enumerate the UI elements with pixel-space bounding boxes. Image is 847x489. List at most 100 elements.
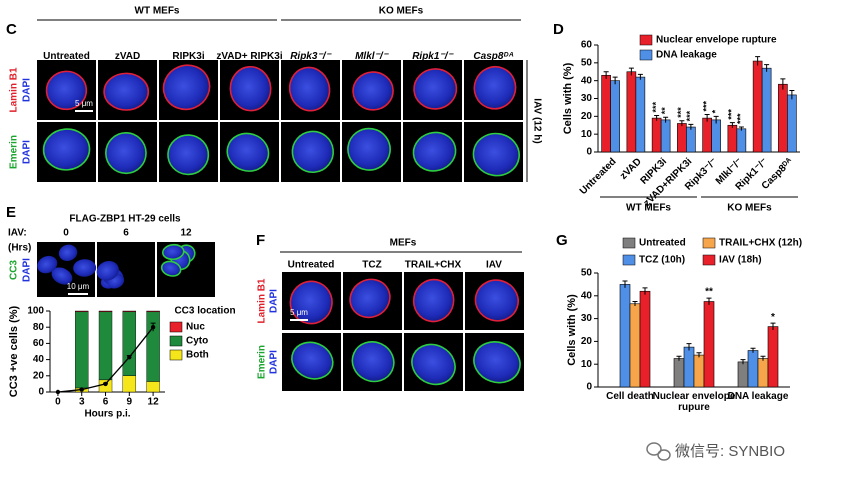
legend-label: TRAIL+CHX (12h)	[719, 238, 802, 249]
significance: *	[771, 312, 775, 323]
legend-label: DNA leakage	[656, 50, 717, 61]
scale-label: 10 μm	[67, 282, 90, 291]
y-tick-label: 20	[33, 370, 45, 381]
significance: *	[711, 109, 721, 113]
nucleus	[162, 64, 211, 111]
bar	[747, 350, 759, 388]
column-label-box: Ripk1⁻/⁻	[412, 51, 453, 62]
column-label: zVAD	[114, 51, 141, 62]
row-counterstain: DAPI	[22, 258, 33, 282]
bar	[767, 326, 779, 388]
y-tick-label: 0	[586, 147, 592, 158]
error-bar	[729, 122, 735, 128]
bar	[787, 94, 797, 153]
error-bar	[688, 123, 694, 130]
bar	[677, 123, 687, 153]
column-label: TCZ	[362, 260, 381, 271]
nucleus	[411, 343, 456, 386]
nucleus	[58, 244, 78, 262]
row-counterstain: DAPI	[269, 289, 280, 313]
y-axis-label: CC3 +ve cells (%)	[8, 305, 20, 397]
bar	[629, 303, 641, 388]
x-tick-label: 9	[127, 397, 133, 408]
error-bar	[760, 355, 766, 361]
significance: ***	[727, 109, 737, 120]
error-bar	[603, 71, 609, 79]
nucleus	[474, 279, 519, 322]
nucleus	[73, 259, 97, 277]
x-axis-label: Hours p.i.	[84, 409, 130, 420]
y-tick-label: 60	[581, 40, 593, 51]
error-bar	[738, 126, 744, 131]
nucleus	[229, 65, 272, 112]
x-tick-label: Nuclear envelope rupure	[652, 391, 736, 413]
panel-label: F	[256, 232, 265, 249]
column-label: TRAIL+CHX	[405, 260, 462, 271]
significance: ***	[736, 113, 746, 124]
legend-label: Both	[186, 350, 209, 361]
nucleus	[473, 65, 517, 110]
watermark-icon	[646, 442, 671, 461]
column-label: IAV	[486, 260, 502, 271]
error-bar	[622, 280, 628, 288]
y-tick-label: 40	[581, 75, 593, 86]
legend-swatch	[622, 237, 636, 249]
bar	[651, 117, 662, 153]
error-bar	[679, 120, 685, 127]
y-tick-label: 20	[581, 111, 593, 122]
error-bar	[654, 114, 660, 121]
x-tick-label: Cell death	[606, 391, 654, 402]
column-label-box: Ripk3⁻/⁻	[290, 51, 331, 62]
y-tick-label: 30	[581, 93, 593, 104]
x-tick-label-box: DNA leakage	[727, 391, 789, 402]
nucleus	[288, 66, 331, 112]
y-tick-label: 40	[581, 290, 593, 301]
bar-segment	[122, 310, 137, 313]
error-bar	[706, 297, 712, 305]
panel-label: C	[6, 21, 17, 38]
bar-segment	[75, 310, 89, 313]
scale-label: 5 μm	[290, 308, 308, 317]
side-label: IAV (12 h)	[531, 98, 542, 143]
point	[127, 354, 132, 360]
bar	[601, 75, 611, 153]
bar	[610, 80, 620, 153]
x-tick-label: DNA leakage	[727, 391, 789, 402]
error-bar	[750, 347, 756, 353]
bar-segment	[75, 311, 89, 389]
nucleus	[42, 128, 91, 171]
bar	[686, 126, 696, 153]
legend-swatch	[169, 349, 183, 361]
y-tick-label: 60	[33, 338, 45, 349]
y-tick-label: 0	[38, 387, 44, 398]
bar	[635, 76, 646, 153]
legend-swatch	[639, 49, 653, 61]
row-label: (Hrs)	[8, 243, 31, 254]
row-counterstain: DAPI	[269, 350, 280, 374]
column-label-box: zVAD+ RIPK3i	[216, 51, 283, 62]
point	[55, 389, 61, 395]
significance: ***	[702, 101, 712, 112]
column-label: zVAD+ RIPK3i	[216, 51, 283, 62]
group-title: KO MEFs	[379, 6, 424, 17]
panel-label: D	[553, 21, 564, 38]
column-label-box: Untreated	[43, 51, 90, 62]
legend-swatch	[169, 335, 183, 347]
point	[103, 381, 108, 387]
row-stain: Emerin	[257, 345, 268, 379]
group-label: WT MEFs	[626, 203, 671, 214]
y-tick-label: 0	[586, 382, 592, 393]
x-tick-label-box: Nuclear envelope rupure	[652, 391, 736, 413]
bar-segment	[122, 311, 137, 376]
nucleus	[51, 267, 73, 285]
legend-swatch	[702, 254, 716, 266]
bar-segment	[122, 375, 137, 393]
row-counterstain: DAPI	[22, 78, 33, 102]
nucleus	[351, 341, 395, 383]
watermark: 微信号: SYNBIO	[675, 443, 785, 460]
legend-label: Cyto	[186, 336, 208, 347]
nucleus	[413, 68, 458, 110]
column-label-box: Mlkl⁻/⁻	[355, 51, 388, 62]
legend-swatch	[169, 321, 183, 333]
